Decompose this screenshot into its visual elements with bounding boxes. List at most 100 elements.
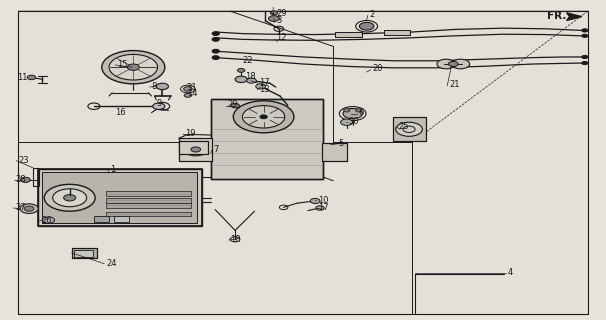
Text: 23: 23 (18, 156, 29, 164)
Circle shape (127, 64, 139, 70)
Text: 27: 27 (15, 203, 26, 212)
Bar (106, 212, 191, 216)
Bar (106, 198, 191, 203)
Circle shape (437, 59, 455, 69)
Text: |: | (271, 7, 274, 14)
Circle shape (156, 83, 168, 90)
Circle shape (582, 61, 588, 65)
Circle shape (20, 204, 38, 213)
Circle shape (343, 108, 362, 119)
Circle shape (396, 122, 422, 136)
Circle shape (359, 22, 374, 30)
Circle shape (242, 106, 285, 128)
Text: 22: 22 (242, 56, 253, 65)
Circle shape (356, 109, 362, 112)
Bar (393, 117, 426, 141)
Text: 6: 6 (359, 108, 364, 117)
Circle shape (44, 184, 95, 211)
Polygon shape (567, 13, 582, 20)
Text: 4: 4 (508, 268, 513, 277)
Bar (72, 248, 97, 258)
Bar (179, 141, 208, 154)
Circle shape (212, 49, 219, 53)
Text: 13: 13 (259, 85, 270, 94)
Text: 24: 24 (106, 259, 116, 268)
Text: 2: 2 (370, 10, 375, 19)
Circle shape (184, 93, 191, 97)
Text: 20: 20 (373, 64, 383, 73)
Bar (114, 216, 129, 222)
Circle shape (42, 217, 55, 223)
Circle shape (270, 11, 278, 15)
Circle shape (582, 29, 588, 32)
Text: 18: 18 (245, 72, 256, 81)
Text: 12: 12 (276, 33, 287, 42)
Bar (179, 138, 212, 161)
Circle shape (191, 147, 201, 152)
Circle shape (212, 37, 219, 41)
Circle shape (21, 177, 30, 182)
Circle shape (341, 119, 353, 125)
Circle shape (64, 195, 76, 201)
Text: 7: 7 (213, 145, 219, 154)
Text: FR.: FR. (547, 11, 566, 21)
Circle shape (451, 59, 470, 69)
Circle shape (448, 61, 458, 67)
Circle shape (256, 84, 265, 89)
Circle shape (233, 101, 294, 133)
Text: 11: 11 (17, 73, 27, 82)
Text: 18: 18 (230, 235, 241, 244)
Text: 21: 21 (450, 80, 460, 89)
Text: 31: 31 (187, 83, 198, 92)
Text: 29: 29 (276, 9, 287, 18)
Text: 8: 8 (152, 82, 157, 91)
Bar (42, 172, 197, 223)
Circle shape (27, 75, 36, 80)
Text: 3: 3 (276, 16, 282, 25)
Bar (384, 30, 410, 35)
Text: 14: 14 (187, 89, 197, 98)
Circle shape (316, 206, 324, 210)
Bar (74, 250, 93, 257)
Circle shape (268, 16, 279, 21)
Text: 15: 15 (117, 60, 127, 68)
Circle shape (53, 189, 87, 207)
Bar (393, 117, 426, 141)
Text: 5: 5 (338, 139, 344, 148)
Circle shape (344, 109, 350, 112)
Circle shape (212, 56, 219, 60)
Text: 26: 26 (41, 216, 52, 225)
Text: 30: 30 (348, 117, 359, 126)
Text: 17: 17 (259, 78, 270, 87)
Circle shape (24, 206, 34, 211)
Bar (33, 168, 39, 186)
Circle shape (238, 68, 245, 72)
Text: 25: 25 (399, 122, 409, 131)
Bar (335, 32, 362, 37)
Bar (106, 203, 191, 208)
Bar (106, 191, 191, 196)
Bar (211, 99, 323, 179)
Circle shape (235, 76, 247, 83)
Circle shape (102, 51, 165, 84)
Circle shape (212, 32, 219, 36)
Text: 9: 9 (156, 99, 162, 108)
Bar (322, 143, 347, 161)
Bar (38, 169, 202, 226)
Circle shape (153, 103, 165, 109)
Circle shape (247, 78, 256, 83)
Circle shape (582, 34, 588, 37)
Circle shape (310, 198, 320, 204)
Bar (322, 143, 347, 161)
Polygon shape (18, 10, 588, 314)
Text: 29: 29 (228, 100, 238, 109)
Text: 10: 10 (318, 196, 328, 204)
Circle shape (184, 87, 192, 91)
Bar (179, 138, 212, 161)
Bar (38, 169, 202, 226)
Bar (94, 216, 109, 222)
Text: 19: 19 (185, 129, 195, 138)
Bar (211, 99, 323, 179)
Text: 28: 28 (16, 175, 27, 184)
Text: 17: 17 (318, 203, 329, 212)
